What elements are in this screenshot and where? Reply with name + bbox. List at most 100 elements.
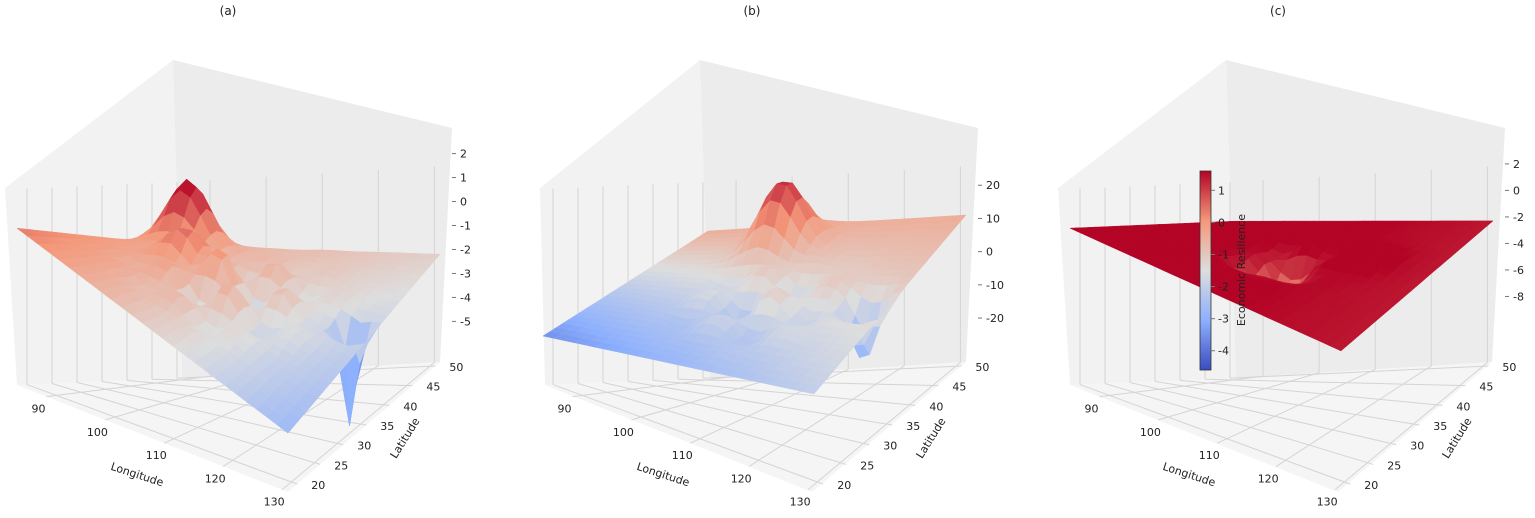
colorbar-tick-label: 0 [1218, 216, 1225, 229]
colorbar-ticks: 1 0 -1 -2 -3 -4 [1211, 184, 1229, 358]
colorbar-tick-label: -4 [1218, 345, 1229, 358]
grid-line-y [1229, 365, 1489, 379]
y-tick-label: 35 [1433, 420, 1447, 433]
surface-b [542, 181, 967, 395]
z-tick-label: 0 [1513, 184, 1520, 197]
y-tick-label: 50 [975, 361, 989, 374]
colorbar-tick-label: 1 [1218, 184, 1225, 197]
y-tick-label: 30 [357, 440, 371, 453]
z-tick-label: -10 [986, 279, 1004, 292]
z-tick-label: -4 [1513, 237, 1524, 250]
z-tick-label: 10 [986, 212, 1000, 225]
colorbar: 1 0 -1 -2 -3 -4 Economic Resilience [1199, 170, 1248, 371]
x-tick-label: 90 [31, 403, 45, 416]
grid-line-x [748, 365, 905, 467]
surface-patch [1330, 341, 1348, 352]
grid-line-x [1158, 372, 1320, 421]
y-tick-label: 45 [1479, 381, 1493, 394]
grid-line-y [552, 384, 824, 485]
grid-line-x [1217, 368, 1376, 444]
z-tick-label: -20 [986, 312, 1004, 325]
colorbar-gradient [1199, 170, 1212, 371]
panel-a: (a) 90 100 110 120 130 20 25 30 35 40 45 50 2 1 0 -1 -2 -… [5, 4, 471, 509]
x-tick-label: 120 [731, 472, 752, 485]
z-tick-label: -2 [1513, 211, 1524, 224]
grid-line-y [76, 381, 344, 446]
z-tick-label: -2 [460, 243, 471, 256]
y-tick-label: 20 [1364, 479, 1378, 492]
grid-line-y [51, 383, 321, 465]
grid-line-y [1129, 381, 1397, 446]
xlabel-c: Longitude [1161, 460, 1217, 489]
x-tick-label: 90 [1084, 403, 1098, 416]
colorbar-label: Economic Resilience [1235, 214, 1248, 326]
z-tick-label: -6 [1513, 264, 1524, 277]
colorbar-tick-label: -3 [1218, 313, 1229, 326]
x-tick-label: 130 [790, 496, 811, 509]
grid-line-y [1154, 380, 1420, 426]
y-tick-label: 40 [1456, 400, 1470, 413]
y-tick-label: 40 [929, 400, 943, 413]
grid-line-y [1104, 383, 1374, 465]
x-tick-label: 100 [613, 426, 634, 439]
surface-patch [803, 384, 821, 395]
panel-title-c: (c) [1270, 4, 1286, 18]
grid-line-y [26, 384, 298, 485]
y-tick-label: 35 [906, 420, 920, 433]
x-tick-label: 120 [1258, 472, 1279, 485]
z-tick-label: 0 [986, 246, 993, 259]
grid-line-y [652, 379, 916, 406]
z-tick-label: -8 [1513, 290, 1524, 303]
x-tick-label: 100 [87, 426, 108, 439]
xlabel-b: Longitude [635, 460, 691, 489]
grid-line-x [807, 361, 961, 491]
colorbar-tick-label: -1 [1218, 248, 1229, 261]
grid-line-y [602, 381, 870, 446]
panel-b: (b) 901001101201302025303540455020100-10… [540, 4, 1004, 509]
ticks-a: 90 100 110 120 130 20 25 30 35 40 45 50 2 1 0 -1 -2 -3 -4 -… [31, 148, 471, 509]
grid-line-y [1179, 379, 1443, 406]
x-tick-label: 120 [205, 472, 226, 485]
y-tick-label: 30 [1410, 440, 1424, 453]
grid-line-y [1079, 384, 1351, 485]
y-tick-label: 40 [403, 400, 417, 413]
y-tick-label: 25 [334, 459, 348, 472]
grid-line-y [1204, 378, 1466, 387]
surface-a [16, 178, 441, 434]
colorbar-tick-label: -2 [1218, 281, 1229, 294]
y-tick-label: 45 [426, 381, 440, 394]
xlabel-a: Longitude [109, 460, 165, 489]
x-tick-label: 130 [1317, 496, 1338, 509]
y-tick-label: 20 [837, 479, 851, 492]
y-tick-label: 25 [1387, 459, 1401, 472]
z-tick-label: -1 [460, 220, 471, 233]
x-tick-label: 90 [557, 403, 571, 416]
x-tick-label: 100 [1140, 426, 1161, 439]
grid-line-y [101, 380, 367, 426]
panel-c: (c) 901001101201302025303540455020-2-4-6… [1058, 4, 1524, 509]
y-tick-label: 50 [449, 361, 463, 374]
z-tick-label: 20 [986, 179, 1000, 192]
panel-title-a: (a) [220, 4, 237, 18]
z-tick-label: 1 [460, 172, 467, 185]
x-tick-label: 110 [672, 449, 693, 462]
y-tick-label: 50 [1502, 361, 1516, 374]
z-tick-label: -5 [460, 315, 471, 328]
y-tick-label: 45 [952, 381, 966, 394]
x-tick-label: 130 [264, 496, 285, 509]
grid-line-x [281, 361, 435, 491]
x-tick-label: 110 [1199, 449, 1220, 462]
grid-line-y [577, 383, 847, 465]
z-tick-label: 2 [1513, 158, 1520, 171]
y-tick-label: 20 [311, 479, 325, 492]
surface-patch [277, 418, 295, 434]
panel-title-b: (b) [744, 4, 761, 18]
x-tick-label: 110 [146, 449, 167, 462]
y-tick-label: 30 [883, 440, 897, 453]
z-tick-label: -4 [460, 291, 471, 304]
grid-line-y [627, 380, 893, 426]
y-tick-label: 35 [380, 420, 394, 433]
